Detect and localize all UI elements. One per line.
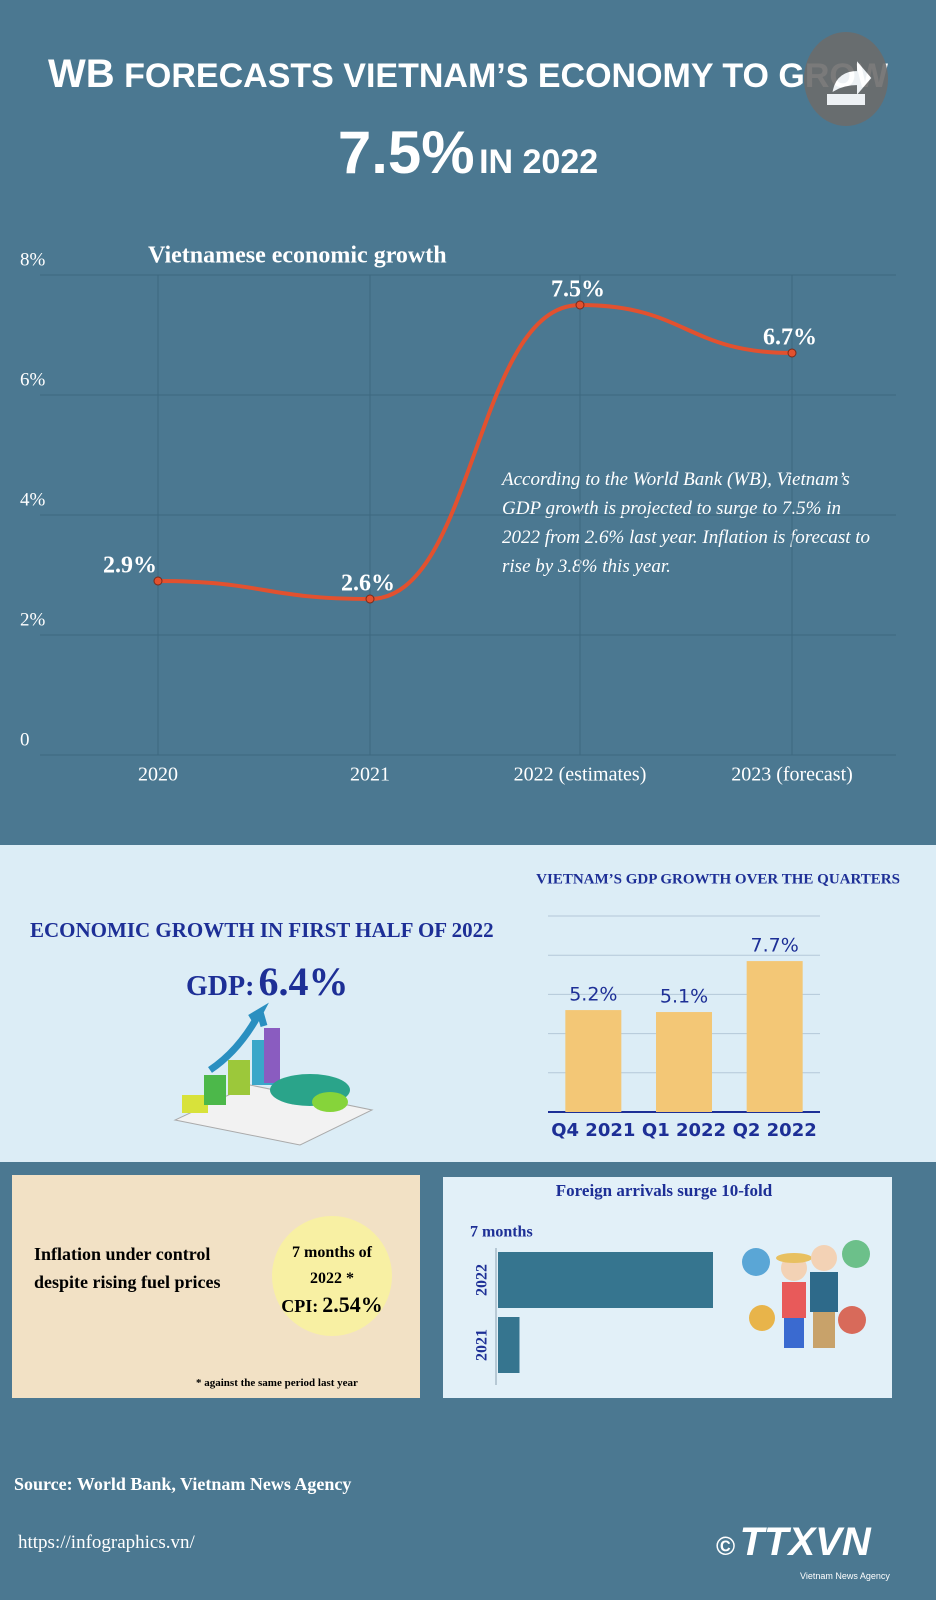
icon xyxy=(838,1306,866,1334)
logo: © TTXVN xyxy=(716,1520,871,1565)
copyright: © xyxy=(716,1531,736,1561)
person-legs xyxy=(813,1312,835,1348)
share-icon xyxy=(827,61,872,105)
person-hat xyxy=(776,1253,812,1263)
person-body xyxy=(810,1272,838,1312)
cpi: CPI: 2.54% xyxy=(272,1292,392,1318)
x-tick-label: 2023 (forecast) xyxy=(731,764,853,786)
x-tick-label: Q4 2021 xyxy=(551,1120,635,1141)
cpi-circle xyxy=(272,1216,392,1336)
data-label: 2.6% xyxy=(341,571,395,597)
headline-suffix: IN 2022 xyxy=(479,143,599,181)
bar xyxy=(565,1010,622,1112)
chart-subtitle: 7 months xyxy=(470,1224,533,1241)
annotation: According to the World Bank (WB), Vietna… xyxy=(502,469,871,577)
x-tick-label: Q1 2022 xyxy=(642,1120,726,1141)
gdp-value: 6.4% xyxy=(258,959,349,1004)
person-body xyxy=(782,1282,806,1318)
y-tick-label: 2022 xyxy=(474,1264,491,1296)
y-tick-label: 4% xyxy=(20,489,46,510)
cpi-value: 2.54% xyxy=(322,1292,383,1317)
chart-title: Vietnamese economic growth xyxy=(148,243,447,269)
y-tick-label: 6% xyxy=(20,369,46,390)
icon xyxy=(842,1240,870,1268)
data-label: 2.9% xyxy=(103,553,157,579)
chart-title: Foreign arrivals surge 10-fold xyxy=(556,1181,773,1200)
inflation-text: Inflation under control despite rising f… xyxy=(34,1244,221,1292)
logo-text: TTXVN xyxy=(739,1520,871,1564)
bar xyxy=(746,961,803,1112)
share-button[interactable] xyxy=(804,32,888,126)
clipart-arrow xyxy=(208,1002,269,1073)
headline-value: 7.5% xyxy=(337,119,475,186)
logo-sub: Vietnam News Agency xyxy=(800,1571,890,1581)
clipart-bar xyxy=(264,1028,280,1083)
title-prefix: WB xyxy=(48,52,115,96)
icon xyxy=(749,1305,775,1331)
data-label: 5.2% xyxy=(569,984,617,1006)
point xyxy=(365,594,375,604)
y-tick-label: 8% xyxy=(20,249,46,270)
point xyxy=(153,576,163,586)
source: Source: World Bank, Vietnam News Agency xyxy=(14,1474,352,1494)
title: WB FORECASTS VIETNAM’S ECONOMY TO GROW xyxy=(0,52,936,97)
cpi-label: CPI: xyxy=(281,1296,319,1316)
bar xyxy=(656,1012,712,1112)
url[interactable]: https://infographics.vn/ xyxy=(18,1532,195,1553)
clipart-bar xyxy=(228,1060,250,1095)
icon xyxy=(742,1248,770,1276)
bar xyxy=(498,1252,713,1308)
person-head xyxy=(811,1245,837,1271)
point xyxy=(575,300,585,310)
inflation-note: * against the same period last year xyxy=(196,1377,358,1389)
share-glyph xyxy=(827,61,872,105)
gdp-label: GDP: xyxy=(186,971,255,1002)
y-tick-label: 0 xyxy=(20,729,30,750)
data-label: 5.1% xyxy=(660,986,708,1008)
person-legs xyxy=(784,1318,804,1348)
x-tick-label: Q2 2022 xyxy=(733,1120,817,1141)
x-tick-label: 2022 (estimates) xyxy=(514,764,647,786)
line xyxy=(157,302,793,602)
clipart-bar xyxy=(204,1075,226,1105)
data-label: 6.7% xyxy=(763,325,817,351)
y-tick-label: 2021 xyxy=(474,1329,491,1361)
gdp-title: ECONOMIC GROWTH IN FIRST HALF OF 2022 xyxy=(30,918,494,942)
bar xyxy=(498,1317,520,1373)
gdp-figure: GDP: 6.4% xyxy=(186,958,348,1005)
data-label: 7.5% xyxy=(551,277,605,303)
x-tick-label: 2020 xyxy=(138,764,178,786)
point xyxy=(787,348,797,358)
clipart-pie xyxy=(312,1092,348,1112)
title-text: FORECASTS VIETNAM’S ECONOMY TO GROW xyxy=(124,57,888,95)
cpi-period: 7 months of 2022 * xyxy=(291,1244,372,1287)
clipart-bar xyxy=(182,1095,208,1113)
chart-title: VIETNAM’S GDP GROWTH OVER THE QUARTERS xyxy=(536,871,900,887)
gdp-clipart xyxy=(173,1002,374,1146)
y-tick-label: 2% xyxy=(20,609,46,630)
x-tick-label: 2021 xyxy=(350,764,390,786)
travelers-clipart xyxy=(742,1240,870,1348)
data-label: 7.7% xyxy=(751,935,799,957)
headline: 7.5% IN 2022 xyxy=(0,118,936,187)
